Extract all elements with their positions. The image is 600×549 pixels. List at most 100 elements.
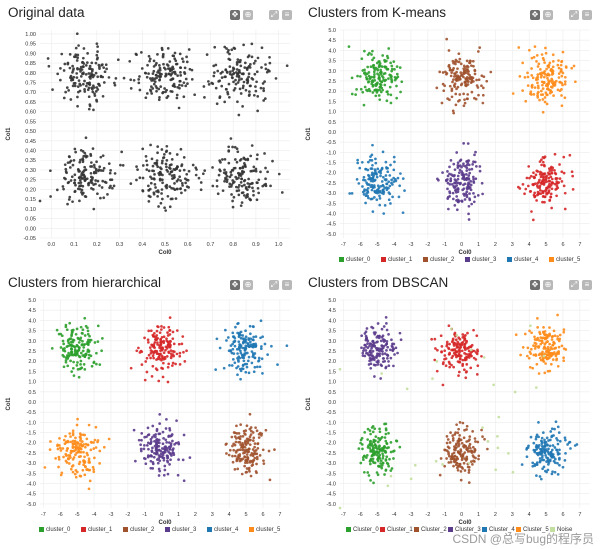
legend-item-cluster_5[interactable]: cluster_5 xyxy=(249,527,281,533)
data-point xyxy=(81,65,85,68)
legend-item-cluster_0[interactable]: cluster_0 xyxy=(39,527,71,533)
data-point xyxy=(544,91,548,95)
data-point xyxy=(456,451,460,454)
data-point xyxy=(409,477,413,481)
reset-icon[interactable]: ≡ xyxy=(582,10,592,20)
data-point xyxy=(243,66,247,69)
data-point xyxy=(456,67,459,71)
legend-item-cluster_1[interactable]: cluster_1 xyxy=(381,257,413,263)
autoscale-icon[interactable]: ⤢ xyxy=(269,10,279,20)
data-point xyxy=(73,173,77,177)
data-point xyxy=(550,427,554,431)
data-point xyxy=(162,351,166,355)
data-point xyxy=(79,175,82,178)
data-point xyxy=(439,457,443,460)
data-point xyxy=(464,77,468,81)
data-point xyxy=(74,53,78,57)
data-point xyxy=(61,447,65,450)
data-point xyxy=(249,340,252,344)
data-point xyxy=(122,76,126,80)
legend-item-Cluster_0[interactable]: Cluster_0 xyxy=(346,527,379,533)
data-point xyxy=(62,69,66,72)
data-point xyxy=(228,175,232,179)
data-point xyxy=(547,463,550,466)
x-tick-label: -5 xyxy=(375,512,380,518)
move-icon[interactable]: ✥ xyxy=(230,10,240,20)
data-point xyxy=(365,77,369,81)
data-point xyxy=(64,358,68,362)
legend-item-Noise[interactable]: Noise xyxy=(550,527,573,533)
legend-item-cluster_3[interactable]: cluster_3 xyxy=(165,527,197,533)
legend-item-cluster_2[interactable]: cluster_2 xyxy=(123,527,155,533)
legend-item-cluster_4[interactable]: cluster_4 xyxy=(507,257,539,263)
y-tick-label: 0.0 xyxy=(328,130,336,136)
legend-item-Cluster_5[interactable]: Cluster_5 xyxy=(516,527,549,533)
data-point xyxy=(166,194,170,198)
legend-item-Cluster_4[interactable]: Cluster_4 xyxy=(482,527,515,533)
data-point xyxy=(76,67,79,71)
data-point xyxy=(473,437,477,440)
data-point xyxy=(164,162,168,166)
data-point xyxy=(164,427,168,430)
data-point xyxy=(79,367,83,370)
data-point xyxy=(169,340,172,343)
legend-item-Cluster_2[interactable]: Cluster_2 xyxy=(414,527,447,533)
legend-item-cluster_3[interactable]: cluster_3 xyxy=(465,257,497,263)
data-point xyxy=(244,186,248,189)
data-point xyxy=(144,71,148,75)
data-point xyxy=(137,438,141,442)
move-icon[interactable]: ✥ xyxy=(530,10,540,20)
data-point xyxy=(464,459,468,462)
data-point xyxy=(369,457,373,461)
data-point xyxy=(403,189,406,193)
autoscale-icon[interactable]: ⤢ xyxy=(569,280,579,290)
legend-item-cluster_4[interactable]: cluster_4 xyxy=(207,527,239,533)
legend-item-cluster_2[interactable]: cluster_2 xyxy=(423,257,455,263)
autoscale-icon[interactable]: ⤢ xyxy=(569,10,579,20)
legend-item-Cluster_1[interactable]: Cluster_1 xyxy=(380,527,413,533)
chart-svg[interactable]: 0.0 0.1 0.2 0.3 0.4 0.5 0.6 0.7 0.8 0.9 1.0-0.050.… xyxy=(0,0,300,270)
chart-svg[interactable]: -7 -6 -5 -4 -3 -2 -1 0 1 2 3 4 5 6 7-5.0-4.5-4.0-3.5-3… xyxy=(300,270,600,540)
data-point xyxy=(379,184,383,188)
data-point xyxy=(255,157,259,161)
zoom-icon[interactable]: ⊕ xyxy=(243,280,253,290)
data-point xyxy=(228,185,231,189)
data-point xyxy=(180,84,184,87)
zoom-icon[interactable]: ⊕ xyxy=(243,10,253,20)
data-point xyxy=(571,188,575,191)
legend-item-Cluster_3[interactable]: Cluster_3 xyxy=(448,527,481,533)
data-point xyxy=(257,359,260,363)
chart-svg[interactable]: -7 -6 -5 -4 -3 -2 -1 0 1 2 3 4 5 6 7-5.0-4.5-4.0-3.5-3… xyxy=(0,270,300,540)
autoscale-icon[interactable]: ⤢ xyxy=(269,280,279,290)
data-point xyxy=(538,184,542,188)
data-point xyxy=(546,345,550,349)
data-point xyxy=(541,446,545,450)
data-point xyxy=(378,438,382,442)
move-icon[interactable]: ✥ xyxy=(230,280,240,290)
data-point xyxy=(165,88,168,92)
data-point xyxy=(472,328,475,332)
move-icon[interactable]: ✥ xyxy=(530,280,540,290)
data-point xyxy=(370,197,374,201)
data-point xyxy=(60,52,64,56)
data-point xyxy=(462,173,466,177)
data-point xyxy=(83,334,87,337)
data-point xyxy=(389,356,393,360)
y-tick-label: -4.5 xyxy=(27,492,36,498)
chart-svg[interactable]: -7 -6 -5 -4 -3 -2 -1 0 1 2 3 4 5 6 7-5.0-4.5-4.0-3.5-3… xyxy=(300,0,600,270)
data-point xyxy=(471,163,474,166)
reset-icon[interactable]: ≡ xyxy=(282,280,292,290)
zoom-icon[interactable]: ⊕ xyxy=(543,10,553,20)
data-point xyxy=(70,329,74,332)
reset-icon[interactable]: ≡ xyxy=(282,10,292,20)
reset-icon[interactable]: ≡ xyxy=(582,280,592,290)
data-point xyxy=(373,375,376,378)
zoom-icon[interactable]: ⊕ xyxy=(543,280,553,290)
legend-item-cluster_1[interactable]: cluster_1 xyxy=(81,527,113,533)
legend-item-cluster_0[interactable]: cluster_0 xyxy=(339,257,371,263)
data-point xyxy=(386,357,389,360)
data-point xyxy=(110,178,114,182)
data-point xyxy=(69,456,72,459)
legend-item-cluster_5[interactable]: cluster_5 xyxy=(549,257,581,263)
data-point xyxy=(453,204,457,207)
